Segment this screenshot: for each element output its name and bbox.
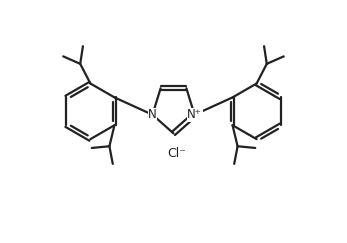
Text: Cl⁻: Cl⁻ [168,147,186,160]
Text: N⁺: N⁺ [187,108,202,121]
Text: N: N [148,108,157,121]
